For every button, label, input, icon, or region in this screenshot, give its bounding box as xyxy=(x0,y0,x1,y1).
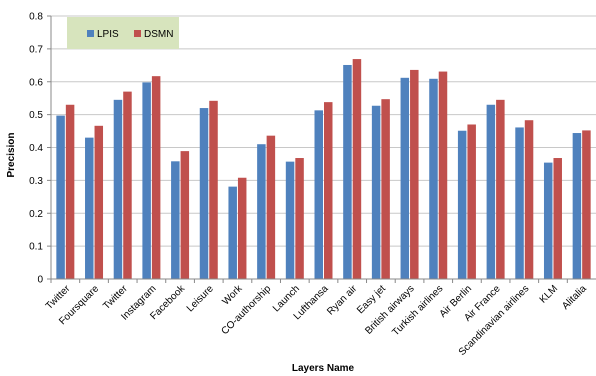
bar-lpis-3 xyxy=(142,82,151,279)
x-axis-title: Layers Name xyxy=(292,363,355,374)
bar-dsmn-11 xyxy=(381,99,390,279)
gridlines xyxy=(51,15,596,247)
bar-dsmn-5 xyxy=(209,100,218,279)
legend-label-lpis: LPIS xyxy=(97,29,119,40)
bar-lpis-7 xyxy=(257,144,266,279)
bar-lpis-17 xyxy=(543,162,553,279)
bar-dsmn-1 xyxy=(94,125,104,280)
bar-dsmn-6 xyxy=(237,177,247,279)
y-tick-label: 0 xyxy=(37,275,43,286)
bar-dsmn-12 xyxy=(410,69,419,279)
y-tick-labels: 0 0.1 0.2 0.3 0.4 0.5 0.6 0.7 0.8 xyxy=(29,12,51,286)
bar-dsmn-18 xyxy=(582,130,591,279)
x-tick-label: KLM xyxy=(538,283,560,305)
bar-dsmn-2 xyxy=(123,91,132,279)
bar-dsmn-8 xyxy=(295,158,304,279)
bar-lpis-11 xyxy=(371,105,381,279)
bar-dsmn-4 xyxy=(180,151,190,279)
bar-lpis-4 xyxy=(171,161,180,279)
bar-lpis-12 xyxy=(400,77,410,280)
bar-lpis-5 xyxy=(199,108,209,279)
x-tick-label: Ryan air xyxy=(325,283,360,318)
y-tick-label: 0.8 xyxy=(29,12,43,23)
bar-dsmn-10 xyxy=(352,59,362,279)
legend-swatch-lpis xyxy=(87,30,94,37)
legend-background xyxy=(67,17,179,49)
bar-lpis-0 xyxy=(56,115,65,279)
legend-label-dsmn: DSMN xyxy=(144,29,173,40)
bar-lpis-13 xyxy=(429,78,438,279)
y-tick-label: 0.4 xyxy=(29,143,43,154)
bar-lpis-9 xyxy=(314,110,323,279)
bar-dsmn-0 xyxy=(65,104,75,279)
bar-dsmn-9 xyxy=(324,102,333,279)
x-tick-label: Leisure xyxy=(185,283,216,314)
bars xyxy=(56,59,591,280)
bar-lpis-6 xyxy=(228,186,237,279)
bar-lpis-8 xyxy=(285,161,295,279)
bar-dsmn-17 xyxy=(553,158,562,279)
y-tick-label: 0.1 xyxy=(29,242,43,253)
bar-dsmn-7 xyxy=(266,135,276,279)
bar-lpis-18 xyxy=(572,133,582,279)
bar-dsmn-14 xyxy=(467,124,476,279)
bar-lpis-10 xyxy=(343,64,352,279)
bar-dsmn-16 xyxy=(524,120,534,280)
bar-lpis-14 xyxy=(457,130,467,279)
y-tick-label: 0.7 xyxy=(29,44,43,55)
bar-dsmn-3 xyxy=(151,76,161,279)
y-tick-label: 0.6 xyxy=(29,77,43,88)
x-tick-label: Alitalia xyxy=(560,283,589,312)
legend-swatch-dsmn xyxy=(134,30,141,37)
x-tick-label: Turkish airlines xyxy=(390,283,445,338)
bar-lpis-2 xyxy=(113,99,123,279)
bar-lpis-1 xyxy=(85,137,94,279)
y-axis-title: Precision xyxy=(6,132,17,177)
bar-lpis-15 xyxy=(486,104,496,279)
y-tick-label: 0.5 xyxy=(29,110,43,121)
legend: LPIS DSMN xyxy=(67,17,179,49)
bar-dsmn-15 xyxy=(496,99,505,279)
y-tick-label: 0.2 xyxy=(29,209,43,220)
x-tick-label: Work xyxy=(220,283,245,308)
bar-dsmn-13 xyxy=(438,71,448,279)
bar-lpis-16 xyxy=(515,127,524,279)
y-tick-label: 0.3 xyxy=(29,176,43,187)
